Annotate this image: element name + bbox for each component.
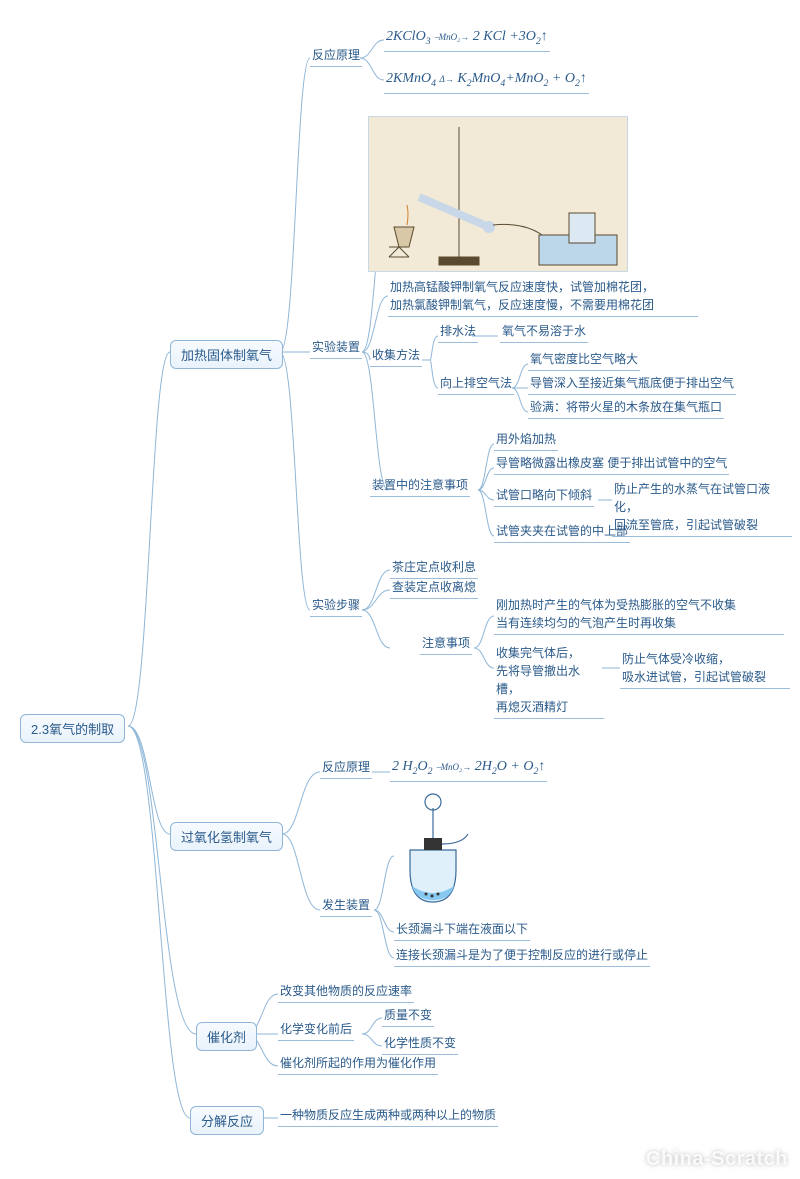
b1-step-caution-2: 收集完气体后， 先将导管撤出水槽， 再熄灭酒精灯 bbox=[494, 644, 604, 719]
b2-principle-label: 反应原理 bbox=[320, 758, 372, 779]
branch-catalyst: 催化剂 bbox=[196, 1022, 257, 1051]
root-node: 2.3氧气的制取 bbox=[20, 714, 125, 743]
b1-caution-label: 装置中的注意事项 bbox=[370, 476, 470, 497]
b1-steps-label: 实验步骤 bbox=[310, 596, 362, 617]
branch-h2o2: 过氧化氢制氧气 bbox=[170, 822, 283, 851]
b1-air-reason-3: 验满：将带火星的木条放在集气瓶口 bbox=[528, 398, 724, 419]
b1-step-caution-1: 刚加热时产生的气体为受热膨胀的空气不收集 当有连续均匀的气泡产生时再收集 bbox=[494, 596, 784, 635]
b1-principle-label: 反应原理 bbox=[310, 46, 362, 67]
b1-caution-2: 导管略微露出橡皮塞 便于排出试管中的空气 bbox=[494, 454, 729, 475]
b1-caution-3-reason: 防止产生的水蒸气在试管口液化， 回流至管底，引起试管破裂 bbox=[612, 480, 792, 537]
b1-caution-1: 用外焰加热 bbox=[494, 430, 558, 451]
branch-decomposition: 分解反应 bbox=[190, 1106, 264, 1135]
b1-equation-2: 2KMnO4 Δ→ K2MnO4+MnO2 + O2↑ bbox=[384, 68, 589, 94]
watermark: China-Scratch bbox=[646, 1148, 788, 1171]
b3-change-rate: 改变其他物质的反应速率 bbox=[278, 982, 414, 1003]
b1-c3-r1: 防止产生的水蒸气在试管口液化， bbox=[614, 482, 770, 514]
b1-caution-3: 试管口略向下倾斜 bbox=[494, 486, 594, 507]
b3-mass-unchanged: 质量不变 bbox=[382, 1006, 434, 1027]
b1-step-2: 查装定点收离熄 bbox=[390, 578, 478, 599]
b2-equation: 2 H2O2 ⎯MnO₂→ 2H2O + O2↑ bbox=[390, 756, 547, 782]
branch-heating-solid: 加热固体制氧气 bbox=[170, 340, 283, 369]
b1-device-note-line2: 加热氯酸钾制氧气，反应速度慢，不需要用棉花团 bbox=[390, 298, 654, 312]
b1-air-reason-2: 导管深入至接近集气瓶底便于排出空气 bbox=[528, 374, 736, 395]
b3-before-after-label: 化学变化前后 bbox=[278, 1020, 354, 1041]
b2-device-note-2: 连接长颈漏斗是为了便于控制反应的进行或停止 bbox=[394, 946, 650, 967]
b1-collect-water: 排水法 bbox=[438, 322, 478, 343]
b1-sc2b: 先将导管撤出水槽， bbox=[496, 664, 580, 696]
b3-catalysis: 催化剂所起的作用为催化作用 bbox=[278, 1054, 438, 1075]
b1-step-caution-2-reason: 防止气体受冷收缩， 吸水进试管，引起试管破裂 bbox=[620, 650, 790, 689]
b1-sc1a: 刚加热时产生的气体为受热膨胀的空气不收集 bbox=[496, 598, 736, 612]
apparatus-h2o2-diagram bbox=[390, 790, 476, 910]
b1-equation-1: 2KClO3 ⎯MnO₂→ 2 KCl +3O2↑ bbox=[384, 26, 550, 52]
b1-sc2r1: 防止气体受冷收缩， bbox=[622, 652, 730, 666]
b1-sc2r2: 吸水进试管，引起试管破裂 bbox=[622, 670, 766, 684]
b1-step-1: 茶庄定点收利息 bbox=[390, 558, 478, 579]
b2-device-note-1: 长颈漏斗下端在液面以下 bbox=[394, 920, 530, 941]
b1-device-note: 加热高锰酸钾制氧气反应速度快，试管加棉花团， 加热氯酸钾制氧气，反应速度慢，不需… bbox=[388, 278, 698, 317]
b1-caution-4: 试管夹夹在试管的中上部 bbox=[494, 522, 630, 543]
b1-collect-label: 收集方法 bbox=[370, 346, 422, 367]
b3-chem-unchanged: 化学性质不变 bbox=[382, 1034, 458, 1055]
b1-sc1b: 当有连续均匀的气泡产生时再收集 bbox=[496, 616, 676, 630]
b1-collect-air: 向上排空气法 bbox=[438, 374, 514, 395]
b1-c3-r2: 回流至管底，引起试管破裂 bbox=[614, 518, 758, 532]
b2-device-label: 发生装置 bbox=[320, 896, 372, 917]
b1-device-label: 实验装置 bbox=[310, 338, 362, 359]
b1-collect-water-reason: 氧气不易溶于水 bbox=[500, 322, 588, 343]
b1-device-note-line1: 加热高锰酸钾制氧气反应速度快，试管加棉花团， bbox=[390, 280, 654, 294]
apparatus-heating-diagram bbox=[368, 116, 628, 272]
b4-definition: 一种物质反应生成两种或两种以上的物质 bbox=[278, 1106, 498, 1127]
b1-sc2a: 收集完气体后， bbox=[496, 646, 580, 660]
mindmap-canvas: 2.3氧气的制取 加热固体制氧气 过氧化氢制氧气 催化剂 分解反应 反应原理 2… bbox=[0, 0, 800, 1179]
b1-sc2c: 再熄灭酒精灯 bbox=[496, 700, 568, 714]
b1-air-reason-1: 氧气密度比空气略大 bbox=[528, 350, 640, 371]
b1-step-caution-label: 注意事项 bbox=[420, 634, 472, 655]
